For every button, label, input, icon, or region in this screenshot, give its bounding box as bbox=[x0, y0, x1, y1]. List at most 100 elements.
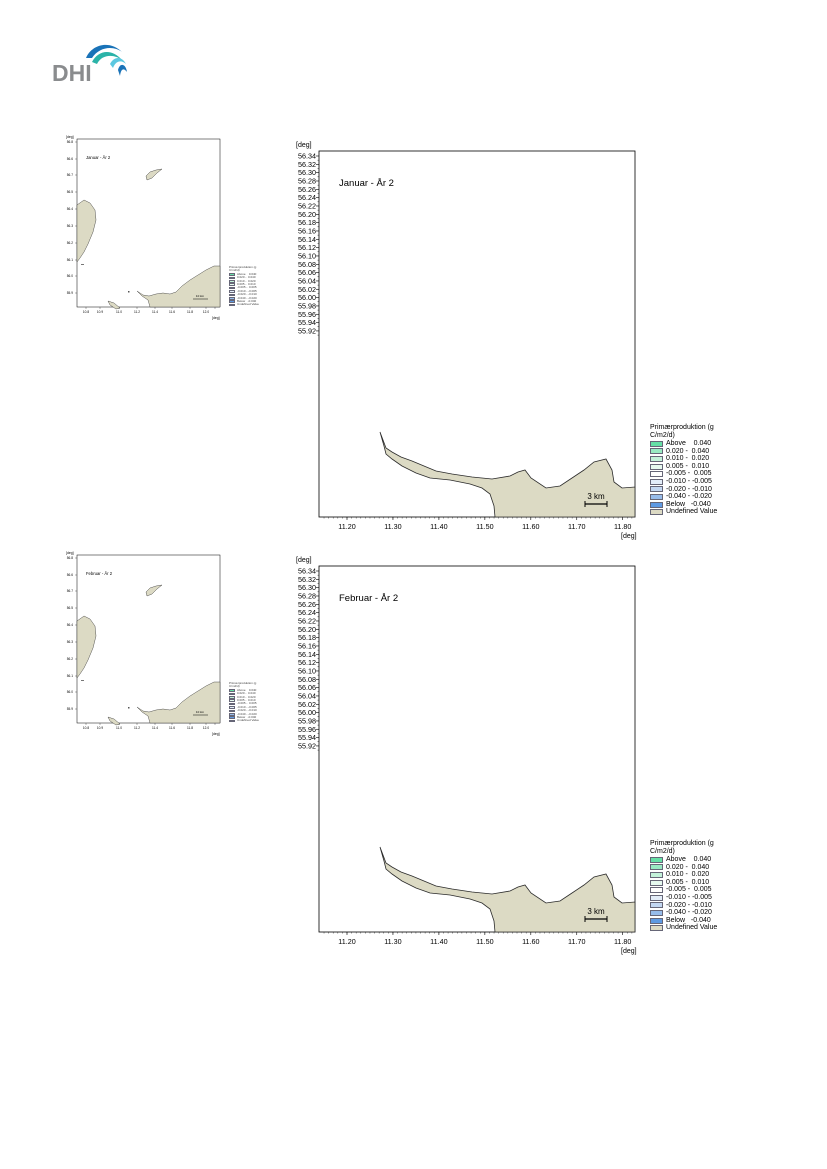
legend-item: -0.010 - -0.005 bbox=[650, 478, 720, 486]
overview-y-tick-label: 56.8 bbox=[67, 556, 73, 560]
overview-x-tick-label: 11.0 bbox=[116, 310, 122, 314]
thumb-legend-item: 0.020 - 0.040 bbox=[229, 691, 263, 696]
legend-label: 0.005 - 0.010 bbox=[237, 281, 256, 286]
overview-y-tick-label: 56.1 bbox=[67, 258, 73, 262]
islet bbox=[107, 300, 121, 310]
legend-item: Undefined Value bbox=[650, 508, 720, 516]
legend-label: Undefined Value bbox=[666, 924, 718, 932]
small-marker bbox=[128, 291, 130, 293]
legend-swatch bbox=[229, 296, 235, 300]
overview-x-tick-label: 10.9 bbox=[97, 310, 103, 314]
y-tick-label: 56.34 bbox=[298, 567, 316, 576]
legend-label: -0.040 - -0.020 bbox=[237, 711, 257, 716]
overview-x-tick-label: 12.0 bbox=[203, 310, 209, 314]
legend-item: -0.040 - -0.020 bbox=[650, 493, 720, 501]
legend-label: 0.005 - 0.010 bbox=[666, 878, 710, 886]
overview-y-tick-label: 56.4 bbox=[67, 207, 73, 211]
legend-label: -0.040 - -0.020 bbox=[666, 493, 712, 501]
legend-item: Above 0.040 bbox=[650, 856, 720, 864]
overview-y-tick-label: 56.5 bbox=[67, 606, 73, 610]
legend-label: Undefined Value bbox=[237, 718, 259, 723]
thumb-legend-item: 0.010 - 0.020 bbox=[229, 278, 263, 283]
overview-y-tick-label: 56.6 bbox=[67, 573, 73, 577]
overview-map-0: [deg]56.856.656.756.556.456.356.256.156.… bbox=[66, 135, 221, 320]
legend-swatch bbox=[650, 478, 663, 485]
overview-x-unit: [deg] bbox=[212, 732, 220, 736]
main-map-0: [deg] 56.3456.3256.3056.2856.2656.2456.22… bbox=[296, 142, 637, 540]
legend-swatch bbox=[650, 902, 663, 909]
thumb-legend-item: Undefined Value bbox=[229, 302, 263, 307]
x-axis-unit: [deg] bbox=[621, 948, 637, 955]
x-tick-label: 11.30 bbox=[384, 522, 401, 531]
overview-y-unit: [deg] bbox=[66, 551, 74, 555]
thumb-legend-item: -0.005 - 0.005 bbox=[229, 701, 263, 706]
legend-label: Below -0.040 bbox=[237, 714, 257, 719]
legend-label: -0.020 - -0.010 bbox=[237, 708, 257, 713]
y-tick-label: 56.32 bbox=[298, 575, 316, 584]
legend-item: 0.010 - 0.020 bbox=[650, 455, 720, 463]
map-frame bbox=[318, 565, 636, 933]
thumb-legend-item: Undefined Value bbox=[229, 718, 263, 723]
thumb-legend-item: Below -0.040 bbox=[229, 299, 263, 303]
x-tick-label: 11.80 bbox=[614, 937, 631, 946]
legend-swatch bbox=[229, 273, 235, 276]
y-tick-label: 56.28 bbox=[298, 176, 316, 185]
legend-swatch bbox=[229, 279, 235, 283]
map-title: Februar - År 2 bbox=[339, 593, 398, 604]
y-tick-label: 56.04 bbox=[298, 691, 316, 700]
thumb-legend-item: -0.020 - -0.010 bbox=[229, 708, 263, 713]
legend-label: Undefined Value bbox=[666, 508, 718, 516]
land-area bbox=[379, 846, 636, 933]
x-tick-label: 11.30 bbox=[384, 937, 401, 946]
overview-x-unit: [deg] bbox=[212, 316, 220, 320]
overview-y-tick-label: 56.7 bbox=[67, 589, 73, 593]
y-tick-label: 56.00 bbox=[298, 708, 316, 717]
x-tick-label: 11.20 bbox=[338, 937, 355, 946]
y-tick-label: 56.06 bbox=[298, 268, 316, 277]
legend-swatch bbox=[229, 283, 235, 286]
y-tick-label: 56.30 bbox=[298, 168, 316, 177]
legend-title: Primærproduktion (g C/m2/d) bbox=[650, 424, 714, 439]
legend-swatch bbox=[229, 706, 235, 709]
y-tick-label: 56.18 bbox=[298, 218, 316, 227]
thumb-legend-item: -0.040 - -0.020 bbox=[229, 296, 263, 300]
y-tick-label: 56.16 bbox=[298, 641, 316, 650]
thumb-legend-item: -0.010 - -0.005 bbox=[229, 289, 263, 293]
overview-x-tick-label: 11.2 bbox=[134, 310, 140, 314]
small-marker bbox=[81, 680, 84, 681]
y-tick-label: 55.94 bbox=[298, 318, 316, 327]
x-tick-label: 11.60 bbox=[522, 522, 539, 531]
scale-bar-label: 3 km bbox=[587, 907, 605, 916]
legend-swatch bbox=[229, 716, 235, 719]
legend-swatch bbox=[229, 712, 235, 716]
legend-item: -0.020 - -0.010 bbox=[650, 902, 720, 910]
x-tick-label: 11.70 bbox=[568, 522, 585, 531]
y-tick-label: 55.94 bbox=[298, 733, 316, 742]
y-axis-unit: [deg] bbox=[296, 557, 312, 564]
legend-label: 0.005 - 0.010 bbox=[237, 697, 256, 702]
legend-title: Primærproduktion (g C/m2/d) bbox=[650, 840, 714, 855]
legend-item: 0.005 - 0.010 bbox=[650, 879, 720, 887]
y-tick-label: 56.34 bbox=[298, 152, 316, 161]
thumb-legend-item: -0.040 - -0.020 bbox=[229, 711, 263, 716]
legend-label: -0.010 - -0.005 bbox=[237, 704, 257, 709]
legend-label: 0.020 - 0.040 bbox=[237, 275, 256, 280]
x-tick-label: 11.80 bbox=[614, 522, 631, 531]
y-tick-label: 56.10 bbox=[298, 666, 316, 675]
legend-swatch bbox=[229, 293, 235, 297]
overview-y-tick-label: 56.6 bbox=[67, 157, 73, 161]
y-tick-label: 56.26 bbox=[298, 185, 316, 194]
y-tick-label: 55.92 bbox=[298, 326, 316, 335]
legend-label: 0.010 - 0.020 bbox=[237, 278, 256, 283]
legend-label: -0.005 - 0.005 bbox=[666, 470, 712, 478]
small-marker bbox=[128, 707, 130, 709]
legend-swatch bbox=[229, 702, 235, 706]
overview-y-tick-label: 56.0 bbox=[67, 690, 73, 694]
y-tick-label: 56.24 bbox=[298, 608, 316, 617]
overview-x-tick-label: 11.4 bbox=[152, 726, 158, 730]
logo-wave-icon bbox=[86, 44, 127, 76]
dhi-logo: DHI bbox=[52, 38, 128, 86]
overview-map-1: [deg]56.856.656.756.556.456.356.256.156.… bbox=[66, 551, 221, 736]
overview-y-unit: [deg] bbox=[66, 135, 74, 139]
legend-swatch bbox=[650, 486, 663, 493]
